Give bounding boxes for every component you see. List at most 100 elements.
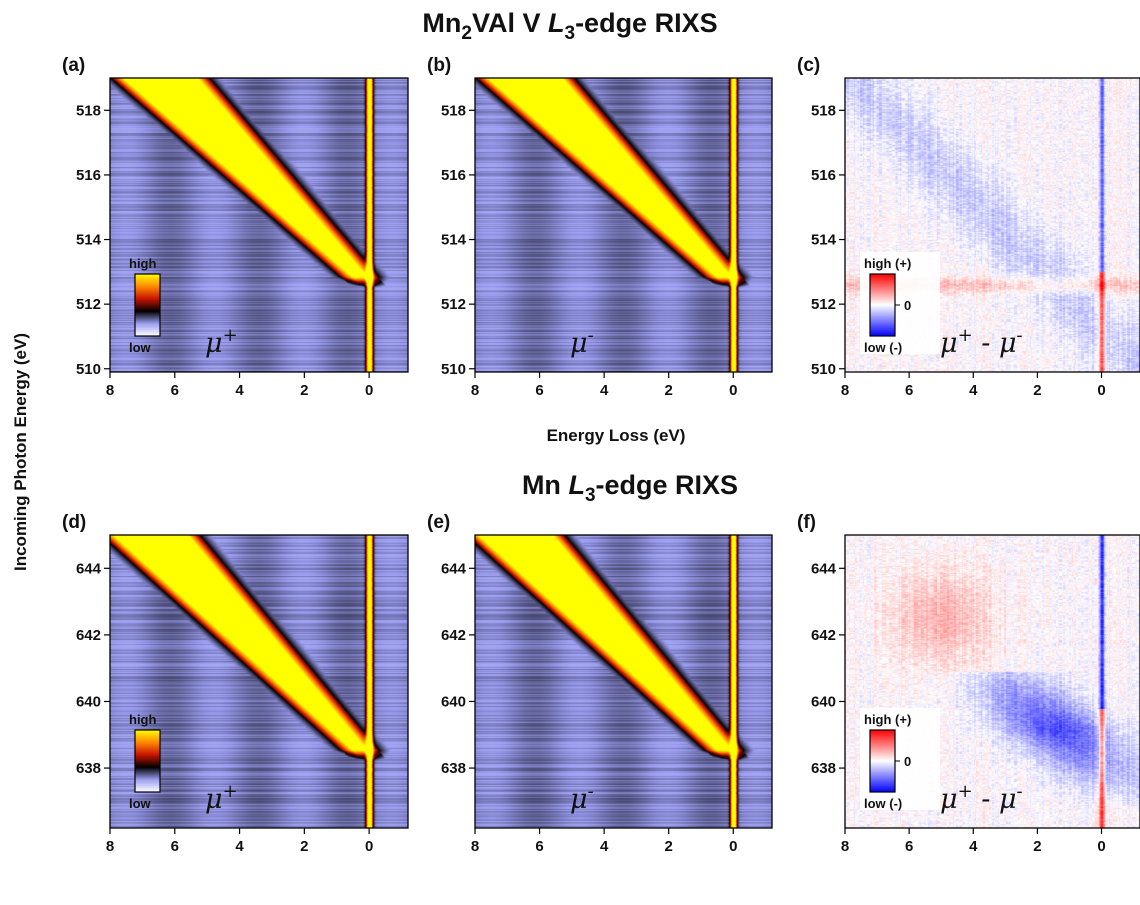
y-tick-label: 638 (76, 760, 101, 777)
x-axis-label-top: Energy Loss (eV) (547, 426, 686, 445)
polarization-label-e: μ- (570, 781, 594, 815)
y-tick-label: 510 (76, 361, 101, 378)
heatmap-b (475, 78, 772, 372)
x-tick-label: 8 (471, 382, 479, 399)
x-tick-label: 6 (535, 382, 543, 399)
x-tick-label: 8 (106, 838, 114, 855)
x-tick-label: 4 (969, 838, 978, 855)
polarization-label-c: μ+ - μ- (940, 325, 1023, 359)
x-tick-label: 8 (471, 838, 479, 855)
y-tick-label: 638 (441, 760, 466, 777)
y-tick-label: 642 (441, 627, 466, 644)
panel-frame-c (844, 77, 1140, 373)
y-tick-label: 514 (811, 232, 837, 249)
x-tick-label: 0 (729, 838, 737, 855)
colorbar-high-label-d: high (129, 712, 156, 727)
panel-frame-e (474, 534, 773, 829)
colorbar-high-label-a: high (129, 256, 156, 271)
y-tick-label: 640 (811, 693, 836, 710)
panel-frame-f (844, 534, 1140, 829)
x-tick-label: 6 (171, 382, 179, 399)
panel-label-a: (a) (62, 55, 85, 76)
y-tick-label: 518 (441, 102, 466, 119)
polarization-label-a: μ+ (205, 325, 238, 359)
polarization-label-d: μ+ (205, 781, 238, 815)
colorbar-a (134, 273, 161, 337)
colorbar-low-label-c: low (-) (864, 340, 902, 355)
y-tick-label: 518 (76, 102, 101, 119)
y-tick-label: 510 (441, 361, 466, 378)
x-tick-label: 8 (841, 838, 849, 855)
colorbar-high-label-c: high (+) (864, 256, 911, 271)
colorbar-high-label-f: high (+) (864, 712, 911, 727)
y-tick-label: 518 (811, 102, 836, 119)
y-tick-label: 638 (811, 760, 836, 777)
x-tick-label: 2 (665, 382, 673, 399)
x-tick-label: 6 (535, 838, 543, 855)
colorbar-zero-label-f: 0 (904, 754, 911, 769)
y-tick-label: 644 (441, 560, 467, 577)
panel-a: 8 6 4 2 0 510 512 514 516 518 (a) μ+ high low (62, 55, 409, 399)
y-tick-label: 642 (76, 627, 101, 644)
colorbar-low-label-a: low (129, 340, 152, 355)
y-tick-label: 644 (76, 560, 102, 577)
x-tick-label: 4 (600, 838, 609, 855)
y-tick-label: 512 (811, 296, 836, 313)
x-tick-label: 2 (300, 382, 308, 399)
x-tick-label: 4 (969, 382, 978, 399)
x-tick-label: 8 (106, 382, 114, 399)
y-tick-label: 512 (441, 296, 466, 313)
y-tick-label: 514 (441, 232, 467, 249)
y-tick-label: 514 (76, 232, 102, 249)
y-tick-label: 510 (811, 361, 836, 378)
y-tick-label: 640 (76, 693, 101, 710)
panel-label-b: (b) (427, 55, 451, 76)
y-axis-label: Incoming Photon Energy (eV) (11, 333, 30, 571)
x-tick-label: 6 (905, 382, 913, 399)
x-tick-label: 0 (365, 382, 373, 399)
x-tick-label: 0 (1097, 382, 1105, 399)
panel-label-d: (d) (62, 512, 86, 533)
panel-frame-b (474, 77, 773, 373)
x-tick-label: 2 (665, 838, 673, 855)
colorbar-low-label-f: low (-) (864, 796, 902, 811)
title-top: Mn2VAl V L3-edge RIXS (422, 8, 717, 44)
x-tick-label: 0 (1097, 838, 1105, 855)
x-tick-label: 6 (171, 838, 179, 855)
colorbar-zero-label-c: 0 (904, 298, 911, 313)
x-tick-label: 2 (1033, 838, 1041, 855)
x-tick-label: 8 (841, 382, 849, 399)
polarization-label-b: μ- (570, 325, 594, 359)
x-tick-label: 0 (365, 838, 373, 855)
title-bottom: Mn L3-edge RIXS (522, 470, 738, 506)
polarization-label-f: μ+ - μ- (940, 781, 1023, 815)
y-tick-label: 512 (76, 296, 101, 313)
y-tick-label: 640 (441, 693, 466, 710)
heatmap-e (475, 535, 772, 828)
x-tick-label: 4 (235, 838, 244, 855)
x-tick-label: 2 (300, 838, 308, 855)
panel-frame-a (109, 77, 409, 373)
panel-c: 8 6 4 2 0 510 512 514 516 518 (c) μ+ - μ-high (+) lo… (797, 55, 1140, 399)
colorbar-low-label-d: low (129, 796, 152, 811)
y-tick-label: 516 (441, 167, 466, 184)
x-tick-label: 2 (1033, 382, 1041, 399)
x-tick-label: 4 (600, 382, 609, 399)
panel-label-f: (f) (797, 512, 816, 533)
x-tick-label: 0 (729, 382, 737, 399)
y-tick-label: 516 (76, 167, 101, 184)
panel-frame-d (109, 534, 409, 829)
x-tick-label: 4 (235, 382, 244, 399)
y-tick-label: 516 (811, 167, 836, 184)
y-tick-label: 644 (811, 560, 837, 577)
panel-label-e: (e) (427, 512, 450, 533)
colorbar-c (869, 273, 896, 337)
panel-label-c: (c) (797, 55, 820, 76)
panel-b: 8 6 4 2 0 510 512 514 516 518 (b) μ- (427, 55, 773, 399)
y-tick-label: 642 (811, 627, 836, 644)
